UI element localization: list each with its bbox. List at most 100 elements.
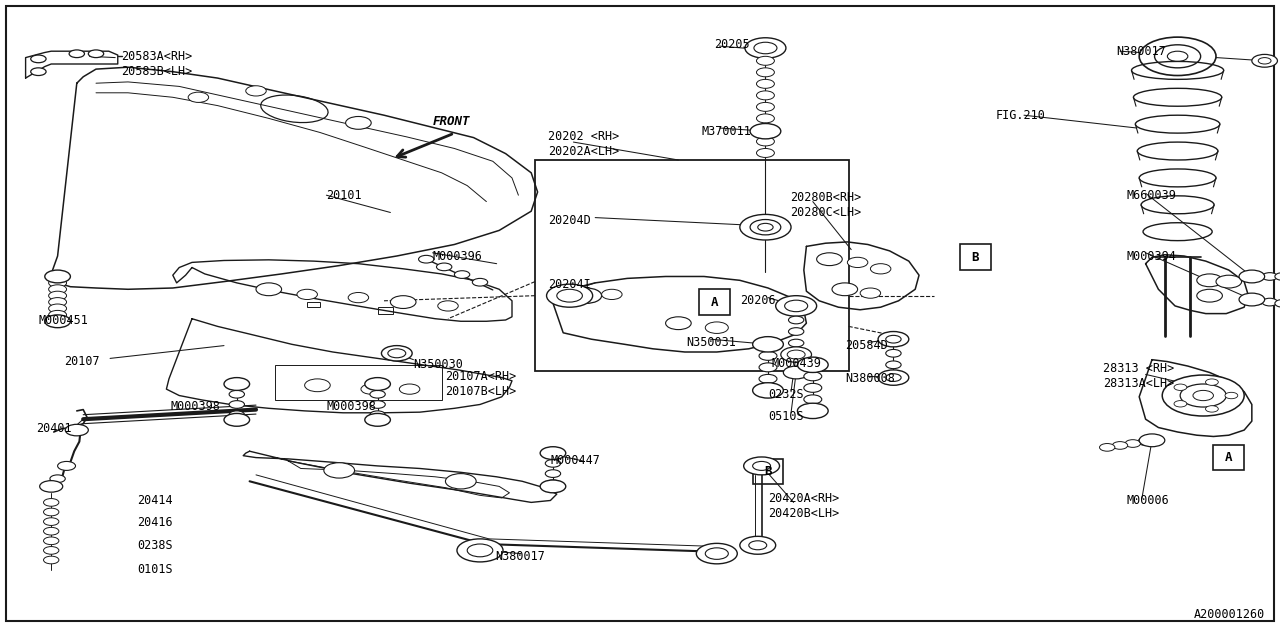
Circle shape xyxy=(224,378,250,390)
Circle shape xyxy=(229,411,244,419)
Bar xyxy=(1213,445,1244,470)
Circle shape xyxy=(1174,401,1187,407)
Circle shape xyxy=(705,322,728,333)
Text: 0101S: 0101S xyxy=(137,563,173,576)
Text: 20584D: 20584D xyxy=(845,339,887,352)
Circle shape xyxy=(229,390,244,398)
Circle shape xyxy=(783,366,809,379)
Circle shape xyxy=(419,255,434,263)
Circle shape xyxy=(744,457,780,475)
Text: A: A xyxy=(1225,451,1233,464)
Circle shape xyxy=(886,335,901,343)
Circle shape xyxy=(886,372,901,380)
Circle shape xyxy=(49,304,67,313)
Circle shape xyxy=(797,403,828,419)
Circle shape xyxy=(788,328,804,335)
Circle shape xyxy=(472,278,488,286)
Circle shape xyxy=(756,68,774,77)
Circle shape xyxy=(50,475,65,483)
Circle shape xyxy=(750,220,781,235)
Circle shape xyxy=(886,374,901,381)
Circle shape xyxy=(886,349,901,357)
Circle shape xyxy=(256,283,282,296)
Circle shape xyxy=(1112,442,1128,449)
Circle shape xyxy=(740,536,776,554)
Circle shape xyxy=(370,401,385,408)
Text: A: A xyxy=(710,296,718,308)
Circle shape xyxy=(886,361,901,369)
Text: 20414: 20414 xyxy=(137,494,173,507)
Circle shape xyxy=(545,480,561,488)
Circle shape xyxy=(788,339,804,347)
Text: 20206: 20206 xyxy=(740,294,776,307)
Bar xyxy=(753,459,783,484)
Circle shape xyxy=(756,137,774,146)
Circle shape xyxy=(49,310,67,319)
Circle shape xyxy=(602,289,622,300)
Circle shape xyxy=(756,125,774,134)
Circle shape xyxy=(540,447,566,460)
Circle shape xyxy=(817,253,842,266)
Circle shape xyxy=(365,378,390,390)
Text: N380017: N380017 xyxy=(495,550,545,563)
Circle shape xyxy=(49,298,67,307)
Text: M000398: M000398 xyxy=(326,400,376,413)
Circle shape xyxy=(45,315,70,328)
Text: N350031: N350031 xyxy=(686,336,736,349)
Circle shape xyxy=(759,363,777,372)
Text: 20416: 20416 xyxy=(137,516,173,529)
Circle shape xyxy=(44,518,59,525)
Circle shape xyxy=(1139,434,1165,447)
Text: FRONT: FRONT xyxy=(433,115,470,128)
Circle shape xyxy=(44,537,59,545)
Bar xyxy=(275,365,442,400)
Circle shape xyxy=(781,347,812,362)
Text: M000398: M000398 xyxy=(170,400,220,413)
Circle shape xyxy=(49,285,67,294)
Circle shape xyxy=(1239,270,1265,283)
Circle shape xyxy=(750,124,781,139)
Circle shape xyxy=(188,92,209,102)
Circle shape xyxy=(1155,45,1201,68)
Circle shape xyxy=(756,91,774,100)
Circle shape xyxy=(58,461,76,470)
Circle shape xyxy=(390,296,416,308)
Circle shape xyxy=(49,291,67,300)
Circle shape xyxy=(224,413,250,426)
Circle shape xyxy=(1258,58,1271,64)
Circle shape xyxy=(870,264,891,274)
Text: 20420A<RH>
20420B<LH>: 20420A<RH> 20420B<LH> xyxy=(768,492,840,520)
Circle shape xyxy=(705,548,728,559)
Circle shape xyxy=(745,38,786,58)
Circle shape xyxy=(388,349,406,358)
Circle shape xyxy=(1216,275,1242,288)
Circle shape xyxy=(305,379,330,392)
Circle shape xyxy=(44,508,59,516)
Circle shape xyxy=(804,372,822,381)
Circle shape xyxy=(436,263,452,271)
Circle shape xyxy=(1100,444,1115,451)
Circle shape xyxy=(804,360,822,369)
Circle shape xyxy=(324,463,355,478)
Circle shape xyxy=(787,350,805,359)
Circle shape xyxy=(346,116,371,129)
Circle shape xyxy=(756,148,774,157)
Circle shape xyxy=(756,56,774,65)
Circle shape xyxy=(438,301,458,311)
Circle shape xyxy=(454,271,470,278)
Circle shape xyxy=(756,79,774,88)
Circle shape xyxy=(31,68,46,76)
Circle shape xyxy=(361,384,381,394)
Circle shape xyxy=(1197,274,1222,287)
Circle shape xyxy=(1249,273,1265,280)
Circle shape xyxy=(754,42,777,54)
Circle shape xyxy=(1193,390,1213,401)
Text: M660039: M660039 xyxy=(1126,189,1176,202)
Circle shape xyxy=(545,460,561,467)
Text: M000439: M000439 xyxy=(772,357,822,370)
Circle shape xyxy=(756,114,774,123)
Circle shape xyxy=(1125,440,1140,447)
Circle shape xyxy=(40,481,63,492)
Circle shape xyxy=(1174,384,1187,390)
Text: 20204I: 20204I xyxy=(548,278,590,291)
